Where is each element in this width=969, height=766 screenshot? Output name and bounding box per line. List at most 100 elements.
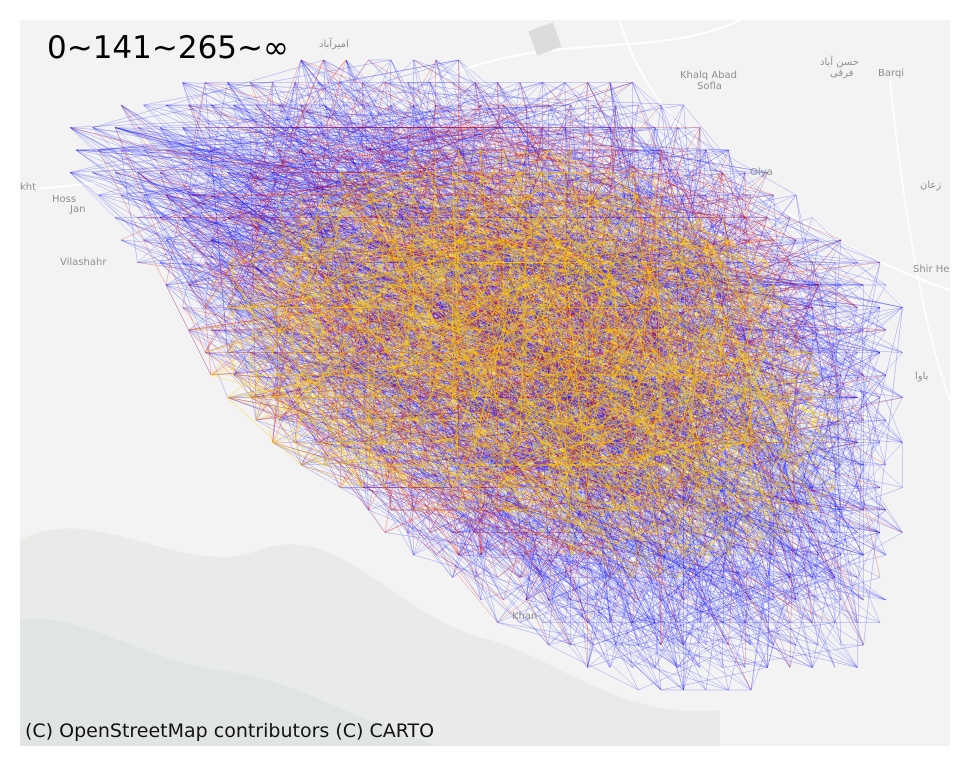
flow-line bbox=[834, 352, 842, 511]
flow-line bbox=[384, 532, 842, 601]
flow-line bbox=[300, 419, 684, 646]
flow-line bbox=[143, 127, 363, 241]
flow-line bbox=[368, 464, 498, 578]
flow-line bbox=[497, 262, 819, 376]
flow-line bbox=[750, 554, 791, 668]
flow-line bbox=[98, 194, 138, 218]
flow-line bbox=[564, 82, 746, 308]
flow-line bbox=[593, 419, 633, 488]
flow-line bbox=[429, 127, 459, 196]
flow-line bbox=[587, 622, 656, 668]
flow-line bbox=[249, 172, 296, 218]
flow-line bbox=[812, 532, 881, 668]
flow-line bbox=[233, 149, 296, 218]
flow-line bbox=[677, 217, 813, 263]
flow-line bbox=[660, 149, 723, 263]
flow-line bbox=[773, 509, 813, 668]
flow-line bbox=[497, 374, 684, 398]
flow-line bbox=[165, 194, 318, 443]
flow-line bbox=[368, 127, 386, 196]
flow-line bbox=[632, 622, 723, 668]
flow-line bbox=[182, 217, 296, 308]
flow-line bbox=[429, 487, 752, 691]
flow-line bbox=[143, 149, 279, 196]
flow-line bbox=[165, 149, 504, 196]
flow-line bbox=[249, 352, 549, 466]
flow-line bbox=[272, 127, 302, 241]
flow-line bbox=[300, 104, 549, 151]
flow-line bbox=[683, 284, 903, 353]
flow-line bbox=[452, 442, 729, 691]
flow-line bbox=[227, 82, 273, 263]
flow-line bbox=[795, 239, 842, 286]
flow-line bbox=[452, 127, 729, 196]
flow-line bbox=[525, 127, 611, 286]
flow-line bbox=[722, 532, 881, 578]
flow-line bbox=[542, 127, 881, 263]
flow-line bbox=[137, 104, 572, 128]
flow-line bbox=[497, 532, 549, 646]
flow-line bbox=[165, 239, 251, 398]
flow-line bbox=[587, 509, 774, 668]
basemap-block bbox=[528, 22, 562, 56]
flow-line bbox=[767, 374, 887, 533]
flow-line bbox=[120, 149, 408, 173]
flow-line bbox=[683, 284, 887, 646]
flow-line bbox=[227, 127, 521, 173]
flow-line bbox=[683, 352, 791, 691]
flow-line bbox=[407, 172, 572, 196]
flow-line bbox=[480, 104, 639, 196]
flow-line bbox=[548, 352, 881, 646]
flow-line bbox=[407, 127, 594, 151]
flow-line bbox=[345, 59, 386, 263]
flow-line bbox=[390, 104, 431, 488]
flow-line bbox=[812, 419, 887, 578]
flow-line bbox=[593, 149, 797, 241]
flow-line bbox=[795, 194, 842, 511]
flow-line bbox=[75, 149, 768, 173]
flow-line bbox=[339, 397, 729, 466]
flow-line bbox=[204, 217, 482, 241]
flow-line bbox=[789, 284, 819, 353]
flow-line bbox=[390, 464, 678, 668]
flow-line bbox=[615, 554, 633, 668]
flow-line bbox=[683, 464, 881, 533]
flow-line bbox=[744, 532, 903, 623]
flow-line bbox=[272, 172, 279, 196]
flow-line bbox=[789, 419, 819, 533]
flow-line bbox=[654, 532, 881, 578]
flow-line bbox=[249, 217, 279, 286]
flow-line bbox=[458, 554, 836, 578]
flow-line bbox=[390, 284, 723, 443]
flow-line bbox=[570, 149, 723, 218]
flow-line bbox=[542, 329, 887, 443]
map-canvas[interactable]: امیرآباد Khalq Abad Sofla حسن آباد فرقی … bbox=[20, 20, 950, 746]
flow-line bbox=[503, 442, 611, 466]
flow-line bbox=[182, 127, 369, 196]
flow-line bbox=[233, 127, 431, 241]
flow-line bbox=[458, 127, 611, 286]
flow-line bbox=[548, 487, 791, 556]
flow-line bbox=[227, 82, 341, 128]
flow-line bbox=[188, 127, 611, 151]
flow-line bbox=[660, 509, 858, 623]
flow-line bbox=[660, 599, 819, 646]
flow-line bbox=[294, 307, 369, 376]
flow-line bbox=[114, 172, 273, 398]
flow-line bbox=[362, 104, 437, 173]
flow-line bbox=[69, 172, 414, 331]
flow-line bbox=[182, 82, 746, 218]
flow-line bbox=[188, 194, 588, 218]
flow-line bbox=[609, 82, 633, 128]
flow-line bbox=[773, 329, 858, 353]
flow-line bbox=[564, 127, 819, 331]
flow-line bbox=[660, 284, 881, 353]
flow-line bbox=[362, 104, 459, 128]
flow-line bbox=[429, 442, 774, 601]
flow-line bbox=[413, 59, 498, 533]
flow-line bbox=[435, 104, 723, 173]
flow-line bbox=[767, 374, 887, 488]
flow-line bbox=[683, 194, 858, 308]
flow-line bbox=[98, 82, 498, 196]
flow-line bbox=[278, 104, 453, 578]
